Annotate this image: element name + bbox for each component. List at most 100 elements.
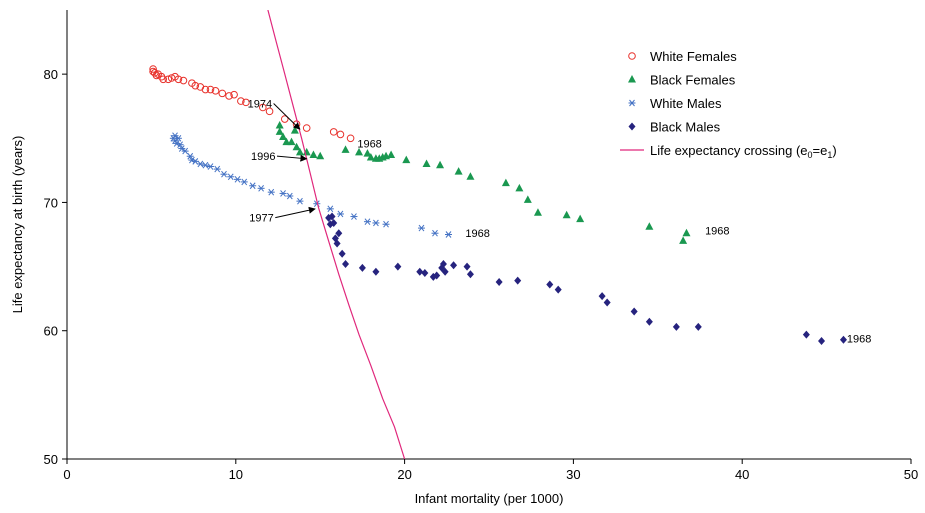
asterisk-stroke [286,192,293,200]
x-tick-label: 20 [397,467,411,482]
data-point [350,213,358,220]
data-point [387,150,396,158]
legend: White Females Black Females White Males Bla… [620,49,837,160]
data-point [433,271,441,280]
legend-label: Life expectancy crossing (e0=e1) [650,143,837,160]
data-point [326,205,334,213]
data-point [416,267,424,276]
data-point [358,263,366,272]
data-point [336,130,345,139]
data-point [296,197,304,205]
data-point [237,97,245,105]
asterisk-stroke [418,224,425,232]
data-point [450,261,458,270]
data-point [682,228,691,237]
data-point [290,126,299,134]
data-point [554,285,562,294]
y-tick-label: 80 [44,67,58,82]
data-point [295,147,304,156]
asterisk-stroke [258,184,265,192]
data-point [679,236,688,244]
data-point [316,151,325,160]
data-point [275,120,284,129]
annotation-label: 1968 [847,333,871,345]
legend-item: Black Males [628,120,721,135]
asterisk-stroke [280,190,286,197]
data-point [336,210,344,218]
y-axis-ticks: 50 60 70 80 [44,67,67,467]
asterisk-stroke [178,145,185,152]
data-point [338,249,346,258]
data-point [206,163,214,170]
asterisk-stroke [327,205,334,213]
data-point [227,173,235,181]
data-point [495,277,503,286]
annotation-label: 1968 [357,138,381,150]
data-point [275,127,284,135]
legend-swatch [628,122,636,131]
asterisk-stroke [432,229,438,237]
data-point [402,155,411,164]
data-point [225,92,233,100]
data-point [309,150,318,158]
data-point [463,262,471,271]
asterisk-stroke [445,231,452,238]
annotation-layer: 1974 1996 1977 1968 1968 1968 1968 [248,98,872,345]
asterisk-stroke [189,156,195,164]
data-point [562,210,571,219]
data-point [466,172,475,180]
asterisk-stroke [202,161,209,169]
asterisk-stroke [297,197,303,205]
data-point [330,218,338,227]
data-point [302,147,311,156]
data-point [335,229,343,238]
data-point [302,124,311,132]
data-point [645,317,653,326]
legend-label: White Males [650,96,722,111]
data-point [645,222,654,230]
data-point [355,147,364,156]
data-point [240,178,248,186]
asterisk-stroke [351,213,357,220]
x-tick-label: 30 [566,467,580,482]
annotation-label: 1968 [705,226,729,238]
asterisk-stroke [182,147,189,155]
data-point [152,71,161,80]
data-point [257,184,265,192]
asterisk-stroke [373,219,379,227]
legend-label: Black Males [650,120,721,135]
data-point [598,292,606,301]
asterisk-stroke [383,220,389,228]
data-point [213,165,221,173]
data-point [444,231,452,238]
data-point [181,147,189,155]
annotation-label: 1968 [465,228,489,240]
data-point [196,160,204,168]
data-point [149,65,157,73]
legend-swatch [628,52,636,60]
series-triangle-filled [275,120,691,244]
data-point [523,195,532,203]
data-point [178,145,186,152]
data-point [417,224,425,232]
series-asterisk [169,132,452,238]
data-point [802,330,810,339]
asterisk-stroke [313,200,320,208]
x-tick-label: 10 [229,467,243,482]
data-point [439,260,447,269]
data-point [174,75,183,84]
data-point [533,208,542,216]
asterisk-stroke [192,158,199,165]
legend-item: White Females [628,49,737,64]
data-point [333,239,341,248]
y-tick-label: 60 [44,324,58,339]
series-layer [149,10,847,459]
legend-label-part: =e [813,143,828,158]
data-point [242,98,250,107]
x-tick-label: 40 [735,467,749,482]
asterisk-stroke [364,218,371,225]
asterisk-stroke [173,140,180,147]
asterisk-stroke [172,132,178,140]
asterisk-stroke [268,188,275,196]
